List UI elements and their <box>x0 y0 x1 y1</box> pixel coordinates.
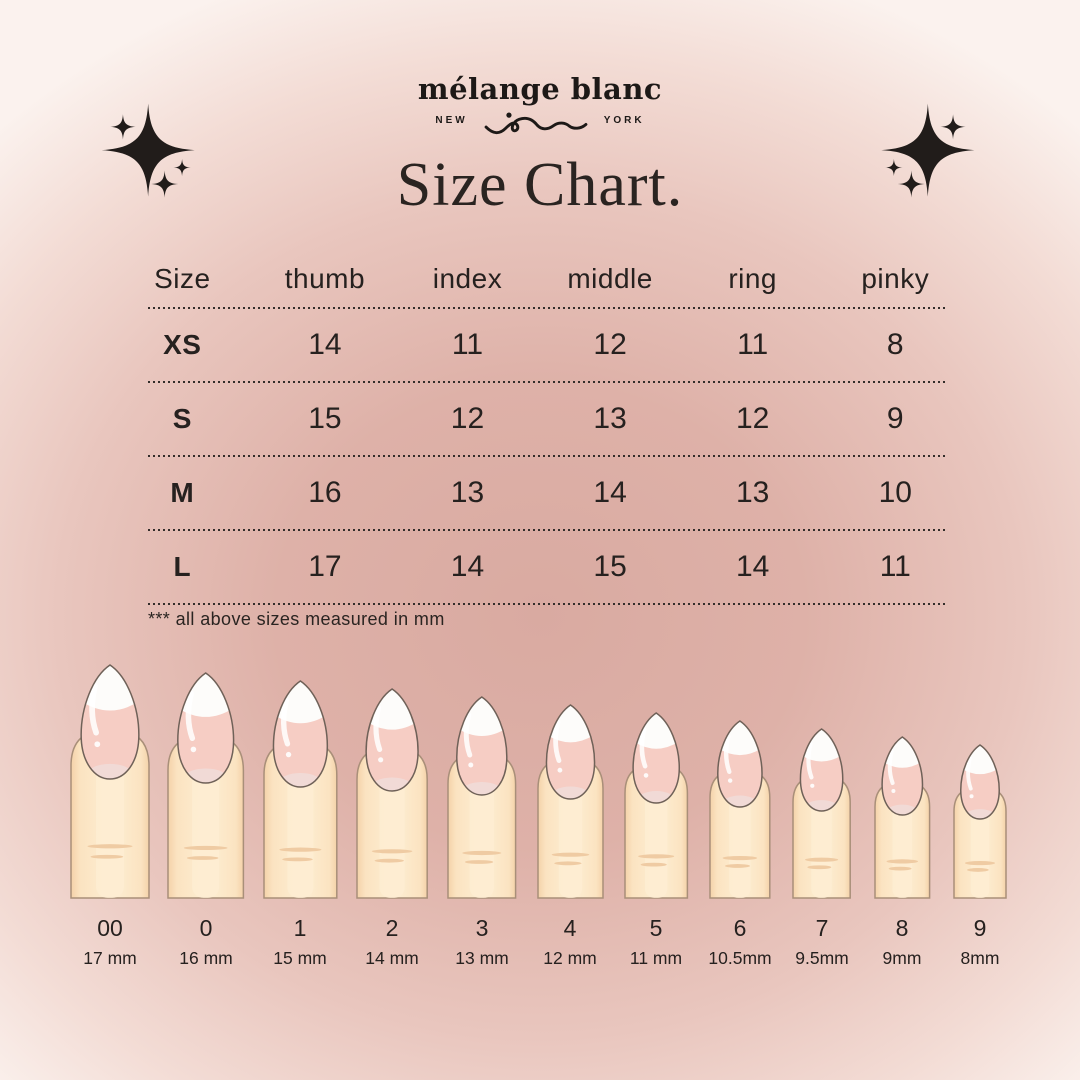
size-table-body: XS 14 11 12 11 8 S 15 12 13 12 9 M 16 13 14 13 10 L 17 14 15 1… <box>111 309 967 605</box>
nail-mm-label: 11 mm <box>629 948 683 968</box>
size-value: 13 <box>735 476 770 509</box>
nail-unit-1: 1 15 mm <box>254 679 347 970</box>
size-value: 15 <box>593 550 627 583</box>
nail-size-label: 2 <box>385 915 399 941</box>
nail-mm-label: 12 mm <box>543 948 597 968</box>
nail-mm-label: 9mm <box>882 948 922 968</box>
nail-finger-illustration <box>356 688 428 899</box>
row-size-label: XS <box>163 329 202 360</box>
sparkle-right-icon <box>860 90 986 216</box>
nail-mm-label: 8mm <box>960 948 1000 968</box>
column-header-size: Size <box>154 262 211 294</box>
nail-mm-label: 15 mm <box>273 948 327 968</box>
nail-finger-illustration <box>873 736 931 899</box>
size-value: 11 <box>879 550 911 583</box>
size-value: 11 <box>737 328 769 361</box>
nail-size-label: 5 <box>649 915 663 941</box>
size-value: 17 <box>308 550 342 583</box>
size-value: 12 <box>735 402 770 435</box>
column-header-thumb: thumb <box>284 262 366 294</box>
size-value: 16 <box>308 476 342 509</box>
size-value: 10 <box>878 476 912 509</box>
nail-unit-7: 7 9.5mm <box>782 727 863 970</box>
nail-size-label: 7 <box>815 915 829 941</box>
table-divider <box>148 381 948 383</box>
nail-size-guide: 00 17 mm 0 16 mm 1 15 mm <box>0 663 1080 970</box>
nail-unit-6: 6 10.5mm <box>699 719 782 970</box>
nail-finger-illustration <box>792 728 852 899</box>
brand-squiggle-icon <box>484 112 588 135</box>
nail-size-label: 9 <box>973 915 987 941</box>
table-divider <box>148 529 948 531</box>
brand-wordmark: mélange blanc <box>417 72 663 106</box>
nail-mm-label: 9.5mm <box>795 948 849 968</box>
brand-lockup: mélange blanc NEW YORK <box>0 72 1080 140</box>
footnote: *** all above sizes measured in mm <box>148 609 445 629</box>
nail-unit-4: 4 12 mm <box>527 703 614 970</box>
nail-unit-3: 3 13 mm <box>438 695 527 970</box>
nail-mm-label: 13 mm <box>455 948 509 968</box>
size-row-XS: XS 14 11 12 11 8 <box>111 309 967 381</box>
row-size-label: M <box>170 477 195 508</box>
nail-finger-illustration <box>70 664 150 899</box>
size-table: Size thumb index middle ring pinky XS 14 11 12 11… <box>111 250 967 605</box>
size-value: 14 <box>308 328 342 361</box>
nail-unit-0: 0 16 mm <box>159 671 254 970</box>
table-divider <box>148 307 948 309</box>
nail-size-label: 4 <box>563 915 577 941</box>
table-divider <box>148 455 948 457</box>
nail-mm-label: 16 mm <box>179 948 233 968</box>
nail-unit-00: 00 17 mm <box>62 663 159 970</box>
nail-mm-label: 14 mm <box>365 948 419 968</box>
nail-size-label: 8 <box>895 915 909 941</box>
row-size-label: S <box>172 403 192 434</box>
size-value: 12 <box>450 402 485 435</box>
sparkle-left-icon <box>90 90 216 216</box>
size-value: 12 <box>593 328 627 361</box>
nail-finger-illustration <box>262 680 338 899</box>
nail-mm-label: 10.5mm <box>708 948 772 968</box>
size-value: 13 <box>593 402 627 435</box>
column-header-pinky: pinky <box>861 262 930 294</box>
brand-city-york: YORK <box>603 115 645 126</box>
size-value: 14 <box>593 476 627 509</box>
size-value: 14 <box>735 550 770 583</box>
nail-unit-9: 9 8mm <box>942 743 1019 970</box>
size-value: 14 <box>450 550 485 583</box>
nail-finger-illustration <box>624 712 688 899</box>
size-value: 15 <box>308 402 342 435</box>
size-value: 11 <box>451 328 484 361</box>
size-row-S: S 15 12 13 12 9 <box>111 383 967 455</box>
size-value: 8 <box>886 328 904 361</box>
size-value: 9 <box>886 402 904 435</box>
nail-finger-illustration <box>953 744 1007 899</box>
size-value: 13 <box>450 476 485 509</box>
row-size-label: L <box>173 551 192 582</box>
size-row-M: M 16 13 14 13 10 <box>111 457 967 529</box>
nail-size-label: 6 <box>733 915 747 941</box>
size-table-header-row: Size thumb index middle ring pinky <box>111 250 967 307</box>
nail-unit-8: 8 9mm <box>863 735 942 970</box>
nail-unit-5: 5 11 mm <box>614 711 699 970</box>
size-row-L: L 17 14 15 14 11 <box>111 531 967 603</box>
column-header-index: index <box>432 262 503 294</box>
nail-mm-label: 17 mm <box>83 948 137 968</box>
nail-size-label: 0 <box>199 915 213 941</box>
page-title: Size Chart. <box>396 151 684 219</box>
nail-finger-illustration <box>447 696 517 899</box>
column-header-ring: ring <box>728 262 778 294</box>
nail-size-label: 1 <box>293 915 307 941</box>
nail-size-label: 3 <box>475 915 489 941</box>
nail-finger-illustration <box>167 672 245 899</box>
nail-size-label: 00 <box>97 915 123 941</box>
nail-finger-illustration <box>709 720 771 899</box>
brand-city-new: NEW <box>435 115 468 126</box>
column-header-middle: middle <box>567 262 653 294</box>
nail-unit-2: 2 14 mm <box>347 687 438 970</box>
table-divider <box>148 603 948 605</box>
nail-finger-illustration <box>536 704 604 899</box>
